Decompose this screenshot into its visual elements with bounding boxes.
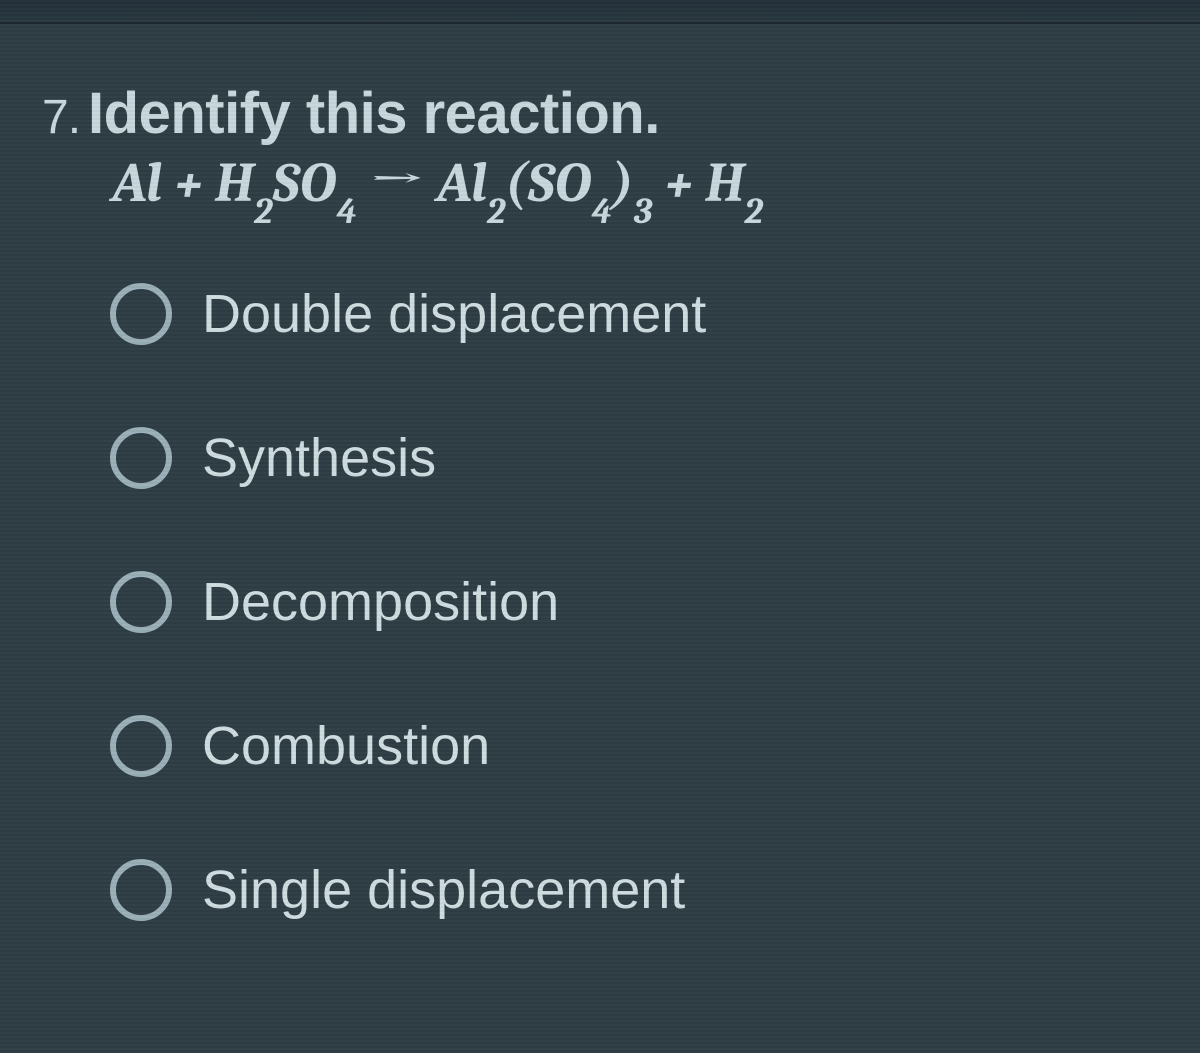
eq-sub: 4 (591, 191, 611, 233)
eq-part: SO (273, 151, 337, 215)
radio-icon[interactable] (110, 427, 172, 489)
question-title: Identify this reaction. (88, 80, 660, 147)
eq-part: (SO (505, 151, 591, 215)
radio-icon[interactable] (110, 571, 172, 633)
question-container: 7. Identify this reaction. Al + H2SO4 → … (0, 32, 1200, 921)
eq-sub: 4 (336, 191, 356, 233)
option-synthesis[interactable]: Synthesis (110, 427, 1158, 489)
option-single-displacement[interactable]: Single displacement (110, 859, 1158, 921)
eq-sub: 2 (744, 191, 762, 233)
option-label: Decomposition (202, 571, 559, 633)
radio-icon[interactable] (110, 715, 172, 777)
question-header: 7. Identify this reaction. (42, 80, 1158, 147)
option-double-displacement[interactable]: Double displacement (110, 283, 1158, 345)
eq-part: ) (612, 151, 634, 215)
eq-sub: 2 (254, 191, 272, 233)
radio-icon[interactable] (110, 283, 172, 345)
eq-sub: 3 (634, 191, 653, 233)
eq-part: Al + H (112, 151, 254, 215)
option-decomposition[interactable]: Decomposition (110, 571, 1158, 633)
option-label: Single displacement (202, 859, 685, 921)
eq-sub: 2 (487, 191, 505, 233)
reaction-equation: Al + H2SO4 → Al2(SO4)3 + H2 (42, 151, 1158, 223)
options-list: Double displacement Synthesis Decomposit… (42, 283, 1158, 921)
option-combustion[interactable]: Combustion (110, 715, 1158, 777)
question-number: 7. (42, 90, 80, 145)
eq-part: + H (652, 151, 744, 215)
arrow-icon: → (368, 149, 425, 213)
window-top-bar (0, 0, 1200, 24)
option-label: Double displacement (202, 283, 706, 345)
radio-icon[interactable] (110, 859, 172, 921)
eq-part: Al (425, 151, 487, 215)
option-label: Synthesis (202, 427, 436, 489)
option-label: Combustion (202, 715, 490, 777)
